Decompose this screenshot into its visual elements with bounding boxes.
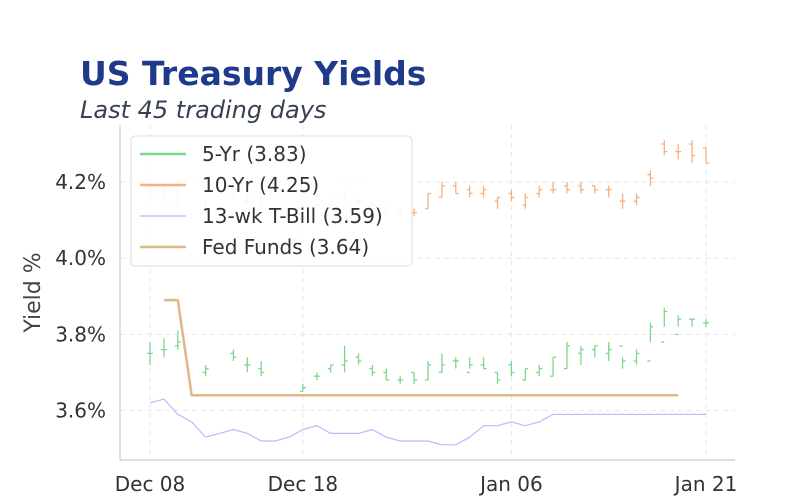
- ohlc-bar: [689, 140, 696, 164]
- ohlc-bar: [341, 345, 348, 373]
- ohlc-bar: [411, 371, 418, 384]
- series-0: [147, 307, 709, 393]
- ohlc-bar: [438, 353, 445, 374]
- ohlc-bar: [452, 182, 459, 195]
- ohlc-bar: [397, 376, 404, 384]
- ohlc-bar: [494, 196, 501, 209]
- ohlc-bar: [591, 185, 598, 194]
- ohlc-bar: [480, 185, 487, 198]
- ohlc-bar: [230, 349, 237, 362]
- legend-label: 5-Yr (3.83): [202, 142, 307, 166]
- ohlc-bar: [425, 192, 431, 210]
- ohlc-bar: [550, 182, 557, 194]
- ohlc-bar: [550, 356, 557, 377]
- ohlc-bar: [160, 338, 167, 358]
- ohlc-bar: [202, 364, 209, 377]
- ohlc-bar: [147, 341, 153, 365]
- ohlc-bar: [299, 383, 306, 393]
- ohlc-bar: [619, 345, 626, 369]
- chart-title: US Treasury Yields: [80, 54, 427, 93]
- ohlc-bar: [425, 361, 431, 381]
- ohlc-bar: [619, 193, 626, 209]
- ohlc-bar: [369, 364, 376, 377]
- ohlc-bar: [675, 315, 682, 336]
- ohlc-bar: [689, 318, 696, 327]
- series-line: [149, 398, 706, 446]
- ohlc-bar: [480, 357, 487, 370]
- ohlc-bar: [605, 185, 612, 198]
- legend: 5-Yr (3.83) 10-Yr (4.25) 13-wk T-Bill (3.5…: [130, 135, 413, 267]
- ohlc-bar: [605, 341, 612, 362]
- chart-subtitle: Last 45 trading days: [80, 96, 327, 124]
- y-tick-label: 4.0%: [55, 246, 106, 270]
- ohlc-bar: [647, 170, 654, 186]
- ohlc-bar: [327, 364, 334, 373]
- ohlc-bar: [508, 361, 515, 377]
- ohlc-bar: [536, 364, 543, 377]
- ohlc-bar: [522, 367, 529, 381]
- ohlc-bar: [438, 182, 445, 198]
- ohlc-bar: [675, 144, 682, 160]
- x-tick-label: Jan 06: [478, 472, 543, 496]
- y-axis-label: Yield %: [21, 252, 46, 333]
- ohlc-bar: [383, 368, 390, 381]
- legend-box: [130, 135, 413, 267]
- ohlc-bar: [313, 372, 320, 381]
- x-tick-label: Dec 08: [115, 472, 186, 496]
- ohlc-bar: [258, 361, 265, 377]
- ohlc-bar: [174, 330, 181, 350]
- x-tick-label: Dec 18: [268, 472, 339, 496]
- ohlc-bar: [661, 140, 668, 156]
- ohlc-bar: [508, 189, 515, 202]
- ohlc-bar: [564, 182, 570, 194]
- ohlc-bar: [564, 341, 570, 370]
- series-2: [149, 398, 706, 446]
- legend-label: 10-Yr (4.25): [202, 173, 319, 197]
- ohlc-bar: [577, 182, 584, 194]
- series-3: [163, 298, 679, 397]
- ohlc-bar: [466, 185, 473, 198]
- ohlc-bar: [703, 319, 709, 327]
- ohlc-bar: [522, 193, 529, 209]
- y-tick-label: 4.2%: [55, 170, 106, 194]
- ohlc-bar: [244, 357, 251, 373]
- ohlc-bar: [452, 357, 459, 369]
- axes-layer: 3.6% 3.8% 4.0% 4.2% Dec 08 Dec 18 Jan 06 Jan 21…: [21, 125, 737, 496]
- legend-label: Fed Funds (3.64): [202, 235, 369, 259]
- ohlc-bar: [466, 357, 473, 374]
- ohlc-bar: [633, 193, 640, 205]
- ohlc-bar: [703, 147, 709, 164]
- x-tick-label: Jan 21: [673, 472, 738, 496]
- legend-label: 13-wk T-Bill (3.59): [202, 204, 383, 228]
- ohlc-bar: [661, 307, 668, 343]
- ohlc-bar: [591, 345, 598, 358]
- ohlc-bar: [355, 353, 362, 365]
- ohlc-bar: [633, 349, 640, 365]
- ohlc-bar: [536, 185, 543, 198]
- ohlc-bar: [577, 345, 584, 365]
- ohlc-bar: [647, 322, 654, 362]
- ohlc-bar: [494, 371, 501, 384]
- y-tick-label: 3.8%: [55, 322, 106, 346]
- y-tick-label: 3.6%: [55, 399, 106, 423]
- series-line: [163, 298, 679, 397]
